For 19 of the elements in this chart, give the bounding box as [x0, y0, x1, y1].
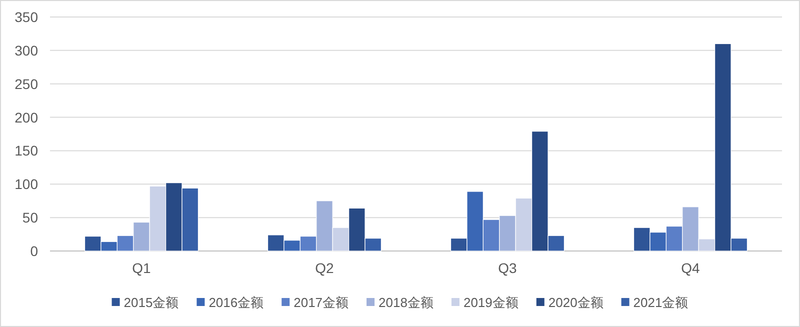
y-tick-label: 350: [14, 9, 38, 25]
x-tick-label: Q4: [681, 260, 700, 276]
y-tick-label: 200: [14, 109, 38, 126]
legend-label: 2020金额: [548, 295, 604, 310]
legend-label: 2015金额: [124, 295, 179, 310]
legend-label: 2017金额: [294, 295, 349, 310]
x-tick-label: Q1: [132, 260, 152, 276]
y-tick-label: 0: [30, 243, 38, 259]
legend-label: 2021金额: [633, 295, 688, 310]
x-tick-label: Q2: [315, 260, 334, 276]
y-tick-label: 300: [14, 42, 38, 58]
y-tick-label: 150: [14, 142, 38, 159]
legend-label: 2016金额: [208, 295, 264, 310]
y-tick-label: 50: [22, 210, 38, 226]
y-tick-label: 100: [14, 176, 38, 192]
legend-label: 2018金额: [378, 295, 434, 310]
y-tick-label: 250: [14, 76, 38, 92]
legend-label: 2019金额: [463, 295, 518, 310]
x-tick-label: Q3: [498, 260, 518, 276]
